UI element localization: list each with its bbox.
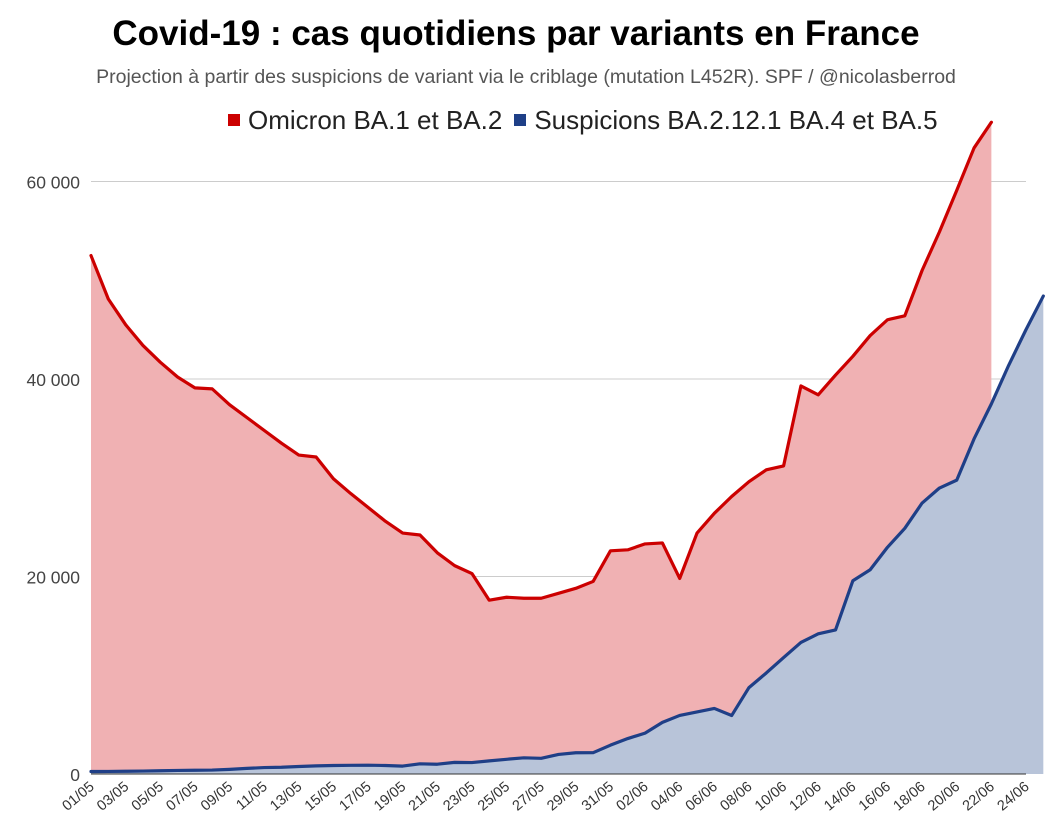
x-tick-label: 03/05 — [94, 779, 132, 815]
x-tick-label: 12/06 — [787, 779, 825, 815]
x-tick-label: 16/06 — [856, 779, 894, 815]
legend-item-omicron: Omicron BA.1 et BA.2 — [228, 105, 502, 136]
x-tick-label: 05/05 — [129, 779, 167, 815]
x-tick-label: 24/06 — [994, 779, 1032, 815]
legend-item-suspicions: Suspicions BA.2.12.1 BA.4 et BA.5 — [514, 104, 938, 136]
x-tick-label: 10/06 — [752, 779, 790, 815]
chart-title: Covid-19 : cas quotidiens par variants e… — [112, 14, 920, 53]
area-suspicions — [91, 296, 1044, 774]
x-tick-label: 06/06 — [683, 779, 721, 815]
x-tick-label: 15/05 — [302, 779, 340, 815]
x-tick-label: 09/05 — [198, 779, 236, 815]
x-tick-label: 08/06 — [717, 779, 755, 815]
x-tick-label: 11/05 — [233, 779, 270, 814]
legend-label-omicron: Omicron BA.1 et BA.2 — [248, 104, 503, 135]
x-tick-label: 22/06 — [960, 779, 998, 815]
x-tick-label: 23/05 — [440, 779, 478, 815]
x-tick-label: 29/05 — [544, 779, 582, 815]
legend-label-suspicions: Suspicions BA.2.12.1 BA.4 et BA.5 — [534, 104, 938, 135]
chart-legend: Omicron BA.1 et BA.2 Suspicions BA.2.12.… — [228, 103, 950, 137]
legend-swatch-suspicions — [514, 114, 527, 126]
x-tick-label: 18/06 — [891, 779, 929, 815]
x-tick-label: 17/05 — [337, 779, 375, 815]
x-tick-label: 04/06 — [648, 779, 686, 815]
y-tick-label: 40 000 — [26, 370, 80, 390]
x-tick-label: 25/05 — [475, 779, 513, 815]
x-tick-label: 21/05 — [406, 779, 444, 815]
y-tick-label: 60 000 — [26, 173, 80, 193]
x-tick-label: 14/06 — [821, 779, 859, 815]
y-tick-label: 20 000 — [26, 568, 80, 588]
x-tick-label: 20/06 — [925, 779, 963, 815]
x-tick-label: 31/05 — [579, 779, 617, 815]
x-tick-label: 07/05 — [163, 779, 201, 815]
x-tick-label: 19/05 — [371, 779, 409, 815]
y-tick-label: 0 — [70, 765, 80, 785]
x-tick-label: 02/06 — [614, 779, 652, 815]
chart-subtitle: Projection à partir des suspicions de va… — [96, 66, 956, 88]
line-suspicions — [89, 294, 1045, 774]
legend-swatch-omicron — [228, 114, 240, 126]
area-omicron — [91, 122, 992, 774]
x-tick-label: 13/05 — [267, 779, 305, 815]
x-tick-label: 27/05 — [510, 779, 548, 815]
line-omicron — [89, 120, 993, 602]
